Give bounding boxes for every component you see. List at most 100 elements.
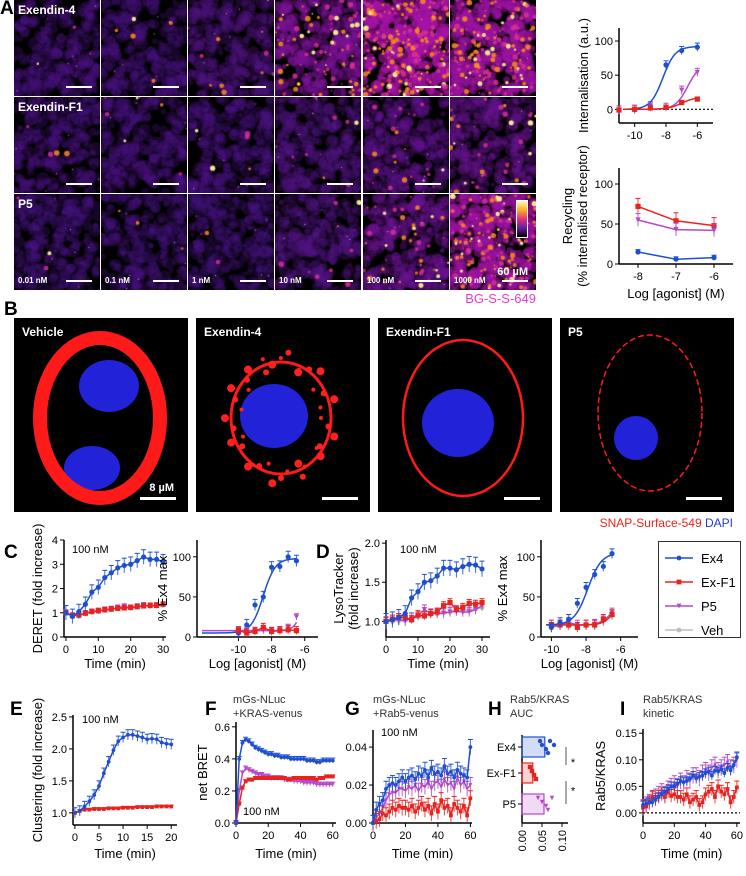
data-point bbox=[327, 774, 332, 779]
data-point bbox=[678, 779, 683, 783]
data-point bbox=[445, 771, 450, 776]
data-point bbox=[684, 779, 689, 783]
y-tick-label: 1.5 bbox=[52, 776, 67, 788]
data-point bbox=[374, 807, 379, 812]
data-point bbox=[709, 787, 714, 791]
x-axis-label: Time (min) bbox=[94, 846, 156, 861]
data-point bbox=[675, 781, 680, 786]
y-axis-label: Internalisation (a.u.) bbox=[576, 18, 591, 133]
endosome-puncta bbox=[299, 473, 306, 480]
data-point bbox=[653, 797, 658, 802]
panel-label-i: I bbox=[620, 699, 626, 720]
data-point bbox=[688, 776, 692, 781]
x-tick-label: 20 bbox=[262, 830, 274, 842]
data-point bbox=[706, 789, 711, 794]
microscopy-tile bbox=[101, 97, 187, 193]
microscopy-image bbox=[14, 97, 100, 193]
data-point bbox=[256, 773, 261, 777]
chart-bret_rab5: mGs-NLuc +Rab5-venus 0 20 40 60 0.00 0.02 0.04 Ti… bbox=[346, 694, 477, 861]
data-point bbox=[600, 616, 606, 622]
data-point bbox=[409, 595, 415, 601]
data-point bbox=[406, 785, 411, 789]
scale-bar bbox=[502, 86, 528, 88]
data-point bbox=[121, 735, 125, 740]
concentration-label: 10 nM bbox=[279, 276, 302, 285]
cell-image bbox=[597, 334, 703, 492]
data-point bbox=[711, 227, 717, 233]
data-point bbox=[666, 787, 670, 791]
legend-swatch-icon bbox=[665, 627, 693, 633]
endosome-puncta bbox=[285, 469, 290, 474]
data-point bbox=[76, 608, 82, 615]
data-point bbox=[419, 773, 424, 778]
data-point bbox=[277, 627, 283, 634]
y-tick-label: 0 bbox=[52, 632, 58, 644]
data-point bbox=[465, 813, 470, 818]
data-point bbox=[600, 563, 606, 570]
y-tick-label: 0.05 bbox=[616, 781, 637, 793]
data-point bbox=[321, 758, 325, 763]
data-point bbox=[321, 782, 325, 787]
data-point bbox=[641, 803, 645, 807]
data-point bbox=[574, 600, 580, 606]
x-tick-label: 20 bbox=[399, 830, 411, 842]
data-point bbox=[663, 795, 667, 799]
data-point bbox=[371, 821, 375, 825]
data-point bbox=[125, 805, 130, 810]
data-point bbox=[330, 774, 335, 779]
category-label: P5 bbox=[503, 799, 516, 811]
data-point bbox=[432, 781, 437, 786]
scale-bar bbox=[66, 183, 92, 185]
endosome-puncta bbox=[306, 366, 313, 373]
data-point bbox=[317, 782, 322, 787]
data-point bbox=[314, 760, 319, 764]
fit-curve bbox=[623, 45, 698, 110]
data-point bbox=[397, 779, 401, 784]
series-line bbox=[65, 603, 164, 617]
data-point bbox=[89, 589, 95, 595]
data-point bbox=[141, 554, 147, 560]
data-point bbox=[428, 578, 434, 584]
data-point bbox=[709, 773, 714, 778]
concentration-label: 100 nM bbox=[367, 276, 395, 285]
scale-bar-label: 60 µM bbox=[497, 266, 528, 278]
data-point bbox=[159, 804, 164, 809]
x-tick-label: 15 bbox=[141, 832, 153, 844]
panel-label-e: E bbox=[10, 699, 23, 720]
scale-bar bbox=[415, 86, 441, 88]
data-point bbox=[140, 735, 145, 740]
data-point bbox=[415, 589, 421, 595]
y-tick-label: 0.4 bbox=[215, 754, 230, 766]
data-point bbox=[293, 614, 300, 620]
data-point bbox=[121, 805, 125, 810]
x-tick-label: -8 bbox=[267, 644, 277, 656]
data-point bbox=[250, 742, 255, 747]
y-tick-label: 2.0 bbox=[52, 744, 67, 756]
series-p5 bbox=[635, 213, 717, 237]
y-tick-label: 50 bbox=[601, 70, 613, 82]
data-point bbox=[566, 622, 572, 628]
data-point bbox=[535, 795, 541, 801]
condition-label: Exendin-4 bbox=[204, 325, 262, 339]
y-axis-label: Recycling bbox=[560, 188, 575, 244]
confocal-image: P5 bbox=[560, 318, 734, 512]
legend-marker-icon bbox=[676, 579, 682, 585]
microscopy-image bbox=[188, 97, 274, 193]
chart-title: mGs-NLuc bbox=[233, 694, 286, 706]
data-point bbox=[452, 775, 457, 780]
x-tick-label: 20 bbox=[444, 644, 456, 656]
data-point bbox=[466, 609, 472, 615]
microscopy-image bbox=[450, 97, 536, 193]
x-tick-label: -6 bbox=[709, 271, 719, 283]
y-tick-label: 0.2 bbox=[215, 786, 230, 798]
data-point bbox=[116, 806, 121, 811]
data-point bbox=[650, 800, 655, 805]
bar bbox=[521, 793, 545, 815]
x-axis-label: Log [agonist] (M) bbox=[627, 286, 725, 301]
data-point bbox=[439, 798, 444, 803]
data-point bbox=[449, 813, 453, 818]
data-point bbox=[324, 758, 329, 763]
data-point bbox=[415, 612, 421, 618]
data-point bbox=[82, 601, 88, 607]
data-point bbox=[700, 800, 705, 805]
